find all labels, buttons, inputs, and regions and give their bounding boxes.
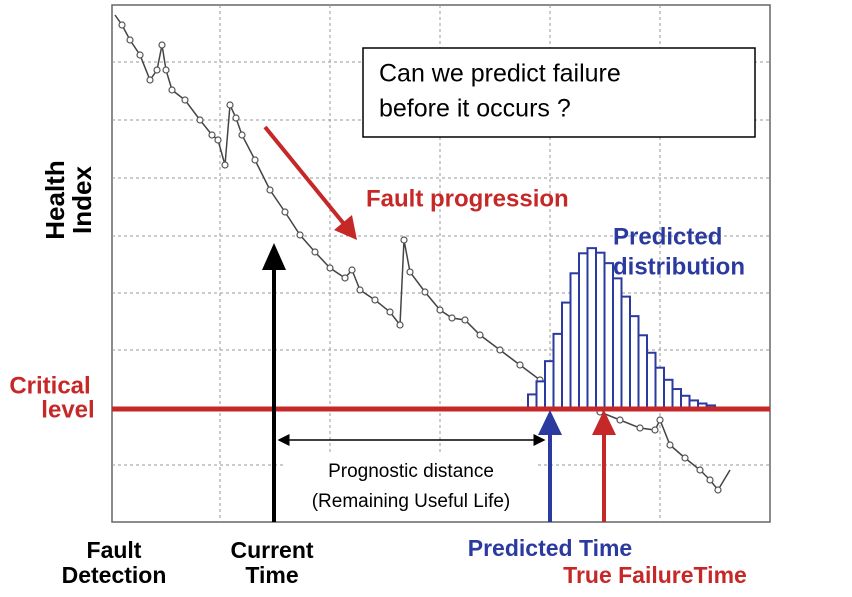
predicted-histogram <box>527 247 716 410</box>
critical-label: Critical <box>9 372 90 399</box>
hist-bar <box>544 360 555 409</box>
plot-frame <box>111 4 771 523</box>
hist-bar <box>535 380 546 409</box>
hist-bar <box>612 277 623 409</box>
hist-bar <box>637 334 648 409</box>
arrow-head <box>334 215 357 240</box>
arrow-head <box>592 410 616 435</box>
question-line: Can we predict failure <box>379 60 621 88</box>
hist-bar <box>646 351 657 409</box>
hist-bar <box>603 262 614 410</box>
y-label-line: Index <box>67 166 97 234</box>
distribution-label: Predicted <box>613 223 722 250</box>
critical-label: level <box>41 396 94 423</box>
hist-bar <box>561 301 572 409</box>
arrow-head <box>538 410 562 435</box>
bottom-label: True FailureTime <box>563 562 747 588</box>
y-axis-label: Health Index <box>40 160 97 239</box>
hist-bar <box>586 247 597 409</box>
bottom-label: Predicted Time <box>468 535 632 561</box>
hist-bar <box>654 366 665 410</box>
hist-bar <box>595 251 606 409</box>
hist-bar <box>620 295 631 410</box>
arrow-head <box>262 243 286 270</box>
question-box <box>362 47 756 138</box>
hist-bar <box>629 315 640 409</box>
question-line: before it occurs ? <box>379 95 571 123</box>
fault-label: Fault progression <box>366 185 569 212</box>
hist-bar <box>578 252 589 409</box>
hist-bar <box>569 272 580 410</box>
distribution-label: distribution <box>613 253 745 280</box>
hist-bar <box>671 388 682 409</box>
hist-bar <box>680 394 691 409</box>
bottom-label: Detection <box>62 562 167 588</box>
health-curve <box>114 14 731 494</box>
bottom-label: Current <box>230 537 313 563</box>
bottom-label: Time <box>245 562 298 588</box>
label-bg <box>286 455 538 519</box>
fault-arrow <box>263 125 346 226</box>
hist-bar <box>527 393 538 410</box>
distance-label: (Remaining Useful Life) <box>312 491 511 512</box>
y-label-line: Health <box>40 160 70 239</box>
hist-bar <box>552 332 563 409</box>
bottom-label: Fault <box>87 537 142 563</box>
hist-bar <box>663 378 674 409</box>
distance-label: Prognostic distance <box>328 461 494 482</box>
